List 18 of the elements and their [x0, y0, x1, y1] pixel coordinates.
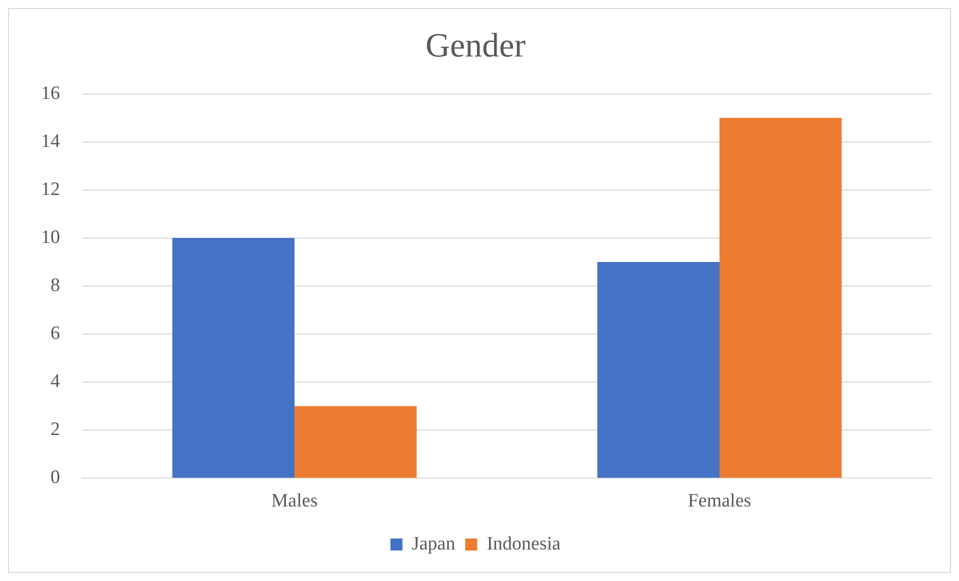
y-tick-label: 12 — [41, 178, 60, 200]
y-tick-label: 14 — [41, 130, 60, 152]
y-tick-label: 10 — [41, 226, 60, 248]
bar — [597, 262, 720, 478]
y-tick-label: 8 — [50, 274, 60, 296]
legend-label: Japan — [412, 533, 456, 554]
y-tick-label: 6 — [50, 323, 60, 344]
bar — [720, 118, 842, 478]
y-tick-label: 4 — [50, 371, 60, 392]
bar — [294, 406, 417, 478]
y-tick-label: 16 — [41, 82, 60, 104]
x-tick-label: Females — [688, 490, 752, 512]
y-tick-label: 0 — [50, 467, 60, 488]
y-tick-label: 2 — [50, 419, 60, 440]
legend-label: Indonesia — [486, 533, 562, 554]
x-tick-label: Males — [271, 490, 318, 512]
chart-title: Gender — [425, 27, 526, 64]
bar — [172, 238, 294, 478]
